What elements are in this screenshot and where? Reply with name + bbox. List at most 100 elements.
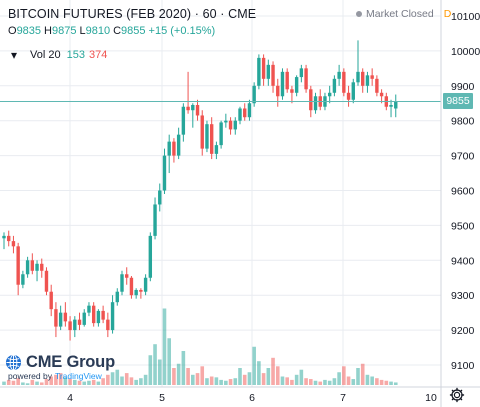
delay-badge[interactable]: D — [443, 8, 452, 20]
candle-body — [285, 71, 289, 90]
volume-bar — [115, 369, 120, 385]
candle-body — [356, 71, 360, 83]
volume-bar — [6, 379, 11, 385]
candle-body — [91, 305, 96, 324]
volume-bar — [351, 379, 356, 385]
candle-body — [172, 141, 176, 156]
volume-down-value: 374 — [88, 49, 108, 61]
candle-body — [44, 270, 49, 292]
volume-bar — [375, 378, 379, 385]
candle-body — [309, 89, 313, 111]
candle-body — [110, 302, 115, 331]
candle-body — [115, 291, 119, 303]
candle-body — [195, 104, 200, 116]
candle-body — [191, 104, 195, 111]
symbol-title[interactable]: BITCOIN FUTURES (FEB 2020) · 60 · CME — [8, 7, 257, 21]
candle-body — [101, 310, 105, 320]
volume-bar — [266, 368, 271, 385]
candle-body — [25, 260, 30, 275]
candle-body — [96, 310, 101, 324]
gear-icon[interactable] — [448, 386, 466, 404]
candle-body — [2, 235, 6, 239]
volume-bar — [337, 372, 341, 385]
current-price-badge: 9855 — [443, 93, 473, 109]
candle-body — [342, 71, 346, 93]
candle-body — [186, 106, 190, 111]
volume-bar — [323, 379, 327, 385]
volume-bar — [327, 380, 332, 385]
candle-body — [290, 89, 294, 93]
volume-bar — [124, 373, 129, 385]
volume-bar — [172, 368, 176, 385]
volume-bar — [342, 366, 346, 385]
date-tick-label: 5 — [159, 392, 165, 404]
volume-bar — [120, 376, 124, 385]
candle-body — [40, 263, 44, 271]
candle-body — [134, 289, 138, 296]
high-value: H9875 — [44, 25, 77, 37]
volume-bar — [332, 378, 337, 385]
volume-bar — [21, 382, 25, 385]
volume-bar — [313, 380, 318, 385]
candle-body — [176, 134, 181, 156]
date-tick-label: 10 — [425, 392, 437, 404]
volume-bar — [200, 366, 205, 385]
candle-body — [332, 78, 337, 93]
candle-body — [224, 120, 228, 123]
date-tick-label: 6 — [249, 392, 255, 404]
volume-bar — [153, 344, 157, 385]
candle-body — [158, 190, 162, 205]
volume-bar — [11, 380, 16, 385]
volume-bar — [39, 382, 44, 385]
brand-watermark[interactable]: CME Group powered by TradingView — [5, 353, 115, 381]
volume-bar — [91, 379, 96, 385]
volume-bar — [35, 381, 39, 385]
candle-body — [181, 106, 186, 135]
volume-bar — [346, 376, 351, 385]
candle-body — [271, 64, 275, 86]
volume-bar — [370, 376, 374, 385]
date-tick-label: 4 — [67, 392, 73, 404]
candle-body — [238, 108, 242, 121]
candle-body — [73, 319, 77, 331]
powered-by: powered by TradingView — [8, 371, 102, 381]
candle-body — [219, 122, 223, 146]
chart-legend: BITCOIN FUTURES (FEB 2020) · 60 · CME O9… — [8, 6, 256, 63]
volume-bar — [162, 308, 167, 385]
volume-bar — [195, 373, 200, 385]
candle-body — [7, 235, 11, 242]
volume-bar — [148, 355, 153, 385]
volume-label[interactable]: Vol 20 — [30, 49, 61, 61]
candle-body — [243, 108, 247, 118]
volume-bar — [73, 379, 77, 385]
candle-body — [228, 120, 233, 130]
candle-body — [370, 75, 374, 79]
volume-bar — [96, 381, 101, 385]
candle-body — [299, 68, 304, 78]
candle-body — [63, 312, 68, 322]
volume-bar — [299, 369, 304, 385]
volume-bar — [384, 380, 389, 385]
price-tick-label: 9900 — [451, 81, 475, 93]
volume-bar — [224, 380, 228, 385]
volume-bar — [25, 383, 30, 385]
volume-bar — [393, 382, 398, 385]
candle-body — [68, 321, 72, 331]
volume-bar — [242, 374, 247, 385]
volume-bar — [290, 379, 294, 385]
volume-bar — [186, 368, 190, 385]
candle-body — [266, 64, 271, 79]
volume-bar — [30, 379, 35, 385]
volume-bar — [167, 338, 171, 385]
candle-body — [58, 312, 63, 327]
volume-bar — [68, 379, 72, 385]
candle-body — [375, 78, 379, 93]
candle-body — [120, 274, 124, 292]
candle-body — [252, 85, 256, 104]
volume-bar — [54, 374, 58, 385]
chevron-down-icon[interactable]: ▾ — [10, 48, 18, 62]
volume-bar — [309, 379, 313, 385]
candle-body — [129, 277, 134, 296]
